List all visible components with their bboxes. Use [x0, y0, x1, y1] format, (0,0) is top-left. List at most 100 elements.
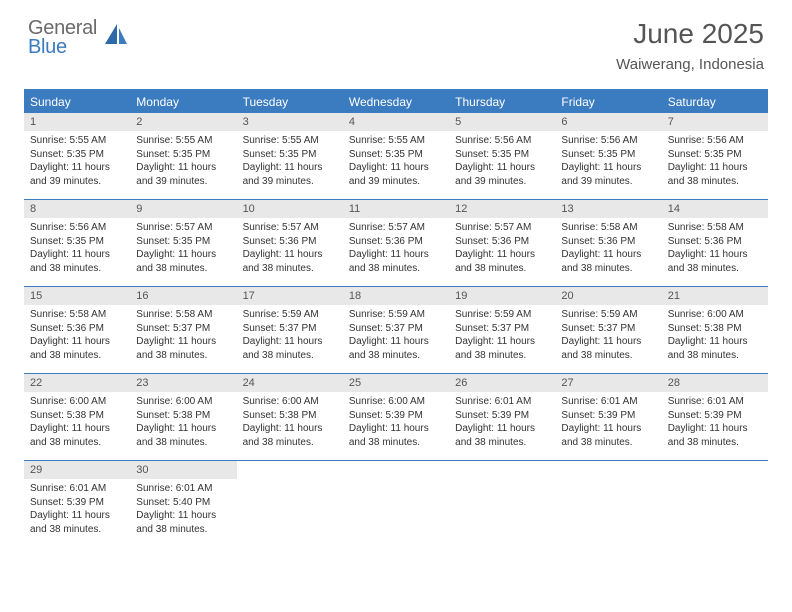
- day-info-line: and 38 minutes.: [136, 262, 230, 276]
- day-cell: 23Sunrise: 6:00 AMSunset: 5:38 PMDayligh…: [130, 374, 236, 460]
- day-cell: 6Sunrise: 5:56 AMSunset: 5:35 PMDaylight…: [555, 113, 661, 199]
- day-cell: 16Sunrise: 5:58 AMSunset: 5:37 PMDayligh…: [130, 287, 236, 373]
- day-cell: 20Sunrise: 5:59 AMSunset: 5:37 PMDayligh…: [555, 287, 661, 373]
- day-info-line: Sunrise: 5:56 AM: [455, 134, 549, 148]
- day-info: Sunrise: 5:56 AMSunset: 5:35 PMDaylight:…: [662, 131, 768, 188]
- day-info-line: Sunset: 5:36 PM: [455, 235, 549, 249]
- day-info-line: Sunset: 5:35 PM: [136, 148, 230, 162]
- day-info-line: Daylight: 11 hours: [243, 335, 337, 349]
- day-number: 12: [449, 200, 555, 218]
- day-number: 30: [130, 461, 236, 479]
- week-row: 22Sunrise: 6:00 AMSunset: 5:38 PMDayligh…: [24, 374, 768, 461]
- day-info: Sunrise: 5:58 AMSunset: 5:37 PMDaylight:…: [130, 305, 236, 362]
- day-info: Sunrise: 5:57 AMSunset: 5:36 PMDaylight:…: [449, 218, 555, 275]
- day-number: 16: [130, 287, 236, 305]
- day-info-line: Daylight: 11 hours: [30, 161, 124, 175]
- day-info: Sunrise: 6:00 AMSunset: 5:38 PMDaylight:…: [237, 392, 343, 449]
- day-cell: 25Sunrise: 6:00 AMSunset: 5:39 PMDayligh…: [343, 374, 449, 460]
- day-info-line: Sunrise: 5:58 AM: [30, 308, 124, 322]
- logo-text-block: General Blue: [28, 18, 97, 57]
- day-info-line: and 38 minutes.: [30, 262, 124, 276]
- day-cell: 17Sunrise: 5:59 AMSunset: 5:37 PMDayligh…: [237, 287, 343, 373]
- day-cell: 10Sunrise: 5:57 AMSunset: 5:36 PMDayligh…: [237, 200, 343, 286]
- day-header: Tuesday: [237, 91, 343, 113]
- day-info-line: Daylight: 11 hours: [136, 248, 230, 262]
- day-info-line: Daylight: 11 hours: [455, 422, 549, 436]
- day-number: 24: [237, 374, 343, 392]
- day-number: 6: [555, 113, 661, 131]
- day-number: 21: [662, 287, 768, 305]
- day-info-line: Sunrise: 6:01 AM: [30, 482, 124, 496]
- day-info-line: Daylight: 11 hours: [243, 248, 337, 262]
- day-info-line: and 38 minutes.: [668, 349, 762, 363]
- day-info-line: and 38 minutes.: [668, 436, 762, 450]
- day-cell: 2Sunrise: 5:55 AMSunset: 5:35 PMDaylight…: [130, 113, 236, 199]
- day-cell: 7Sunrise: 5:56 AMSunset: 5:35 PMDaylight…: [662, 113, 768, 199]
- day-info-line: Daylight: 11 hours: [349, 422, 443, 436]
- day-info: Sunrise: 5:59 AMSunset: 5:37 PMDaylight:…: [449, 305, 555, 362]
- day-cell: 21Sunrise: 6:00 AMSunset: 5:38 PMDayligh…: [662, 287, 768, 373]
- day-info: Sunrise: 5:59 AMSunset: 5:37 PMDaylight:…: [555, 305, 661, 362]
- day-info: Sunrise: 6:01 AMSunset: 5:39 PMDaylight:…: [555, 392, 661, 449]
- day-number: 15: [24, 287, 130, 305]
- day-info-line: Sunrise: 5:58 AM: [136, 308, 230, 322]
- day-info-line: Daylight: 11 hours: [561, 248, 655, 262]
- day-number: 9: [130, 200, 236, 218]
- day-info-line: Sunrise: 5:59 AM: [561, 308, 655, 322]
- day-number: 5: [449, 113, 555, 131]
- day-cell: [343, 461, 449, 547]
- day-cell: 27Sunrise: 6:01 AMSunset: 5:39 PMDayligh…: [555, 374, 661, 460]
- day-cell: 11Sunrise: 5:57 AMSunset: 5:36 PMDayligh…: [343, 200, 449, 286]
- day-info-line: Sunrise: 5:55 AM: [30, 134, 124, 148]
- day-info: Sunrise: 5:56 AMSunset: 5:35 PMDaylight:…: [449, 131, 555, 188]
- week-row: 8Sunrise: 5:56 AMSunset: 5:35 PMDaylight…: [24, 200, 768, 287]
- day-info-line: Daylight: 11 hours: [30, 509, 124, 523]
- day-info-line: and 39 minutes.: [349, 175, 443, 189]
- day-info: Sunrise: 5:58 AMSunset: 5:36 PMDaylight:…: [662, 218, 768, 275]
- day-info-line: Daylight: 11 hours: [349, 161, 443, 175]
- day-info: Sunrise: 5:55 AMSunset: 5:35 PMDaylight:…: [24, 131, 130, 188]
- day-number: 25: [343, 374, 449, 392]
- day-info-line: and 39 minutes.: [455, 175, 549, 189]
- day-info-line: Sunset: 5:36 PM: [349, 235, 443, 249]
- day-info-line: Sunrise: 5:56 AM: [561, 134, 655, 148]
- day-cell: 15Sunrise: 5:58 AMSunset: 5:36 PMDayligh…: [24, 287, 130, 373]
- week-row: 15Sunrise: 5:58 AMSunset: 5:36 PMDayligh…: [24, 287, 768, 374]
- day-number: 26: [449, 374, 555, 392]
- day-info-line: Sunset: 5:35 PM: [668, 148, 762, 162]
- week-row: 29Sunrise: 6:01 AMSunset: 5:39 PMDayligh…: [24, 461, 768, 547]
- day-cell: 1Sunrise: 5:55 AMSunset: 5:35 PMDaylight…: [24, 113, 130, 199]
- day-info-line: Sunset: 5:39 PM: [668, 409, 762, 423]
- day-info-line: Sunset: 5:36 PM: [561, 235, 655, 249]
- day-header: Saturday: [662, 91, 768, 113]
- day-info-line: Daylight: 11 hours: [136, 422, 230, 436]
- day-info-line: Daylight: 11 hours: [349, 248, 443, 262]
- day-cell: 30Sunrise: 6:01 AMSunset: 5:40 PMDayligh…: [130, 461, 236, 547]
- day-info: Sunrise: 6:01 AMSunset: 5:39 PMDaylight:…: [449, 392, 555, 449]
- day-info-line: and 38 minutes.: [136, 349, 230, 363]
- day-info-line: Daylight: 11 hours: [561, 422, 655, 436]
- day-info-line: Sunset: 5:39 PM: [455, 409, 549, 423]
- day-info-line: Daylight: 11 hours: [30, 422, 124, 436]
- day-info-line: and 38 minutes.: [30, 436, 124, 450]
- day-info-line: Sunset: 5:38 PM: [243, 409, 337, 423]
- day-info-line: and 38 minutes.: [30, 523, 124, 537]
- title-block: June 2025 Waiwerang, Indonesia: [616, 18, 764, 73]
- day-info-line: and 38 minutes.: [455, 262, 549, 276]
- day-info: Sunrise: 6:01 AMSunset: 5:40 PMDaylight:…: [130, 479, 236, 536]
- day-info-line: Daylight: 11 hours: [455, 248, 549, 262]
- day-number: 28: [662, 374, 768, 392]
- day-info-line: Sunrise: 5:59 AM: [349, 308, 443, 322]
- day-info-line: and 39 minutes.: [561, 175, 655, 189]
- day-info: Sunrise: 6:01 AMSunset: 5:39 PMDaylight:…: [662, 392, 768, 449]
- day-cell: 14Sunrise: 5:58 AMSunset: 5:36 PMDayligh…: [662, 200, 768, 286]
- day-info-line: Sunrise: 6:00 AM: [668, 308, 762, 322]
- day-info-line: Sunrise: 5:55 AM: [243, 134, 337, 148]
- day-number: 20: [555, 287, 661, 305]
- day-info-line: Daylight: 11 hours: [243, 161, 337, 175]
- day-info-line: Sunset: 5:37 PM: [243, 322, 337, 336]
- day-info-line: Sunset: 5:37 PM: [349, 322, 443, 336]
- day-cell: 29Sunrise: 6:01 AMSunset: 5:39 PMDayligh…: [24, 461, 130, 547]
- day-info: Sunrise: 5:59 AMSunset: 5:37 PMDaylight:…: [237, 305, 343, 362]
- day-info-line: Sunset: 5:38 PM: [136, 409, 230, 423]
